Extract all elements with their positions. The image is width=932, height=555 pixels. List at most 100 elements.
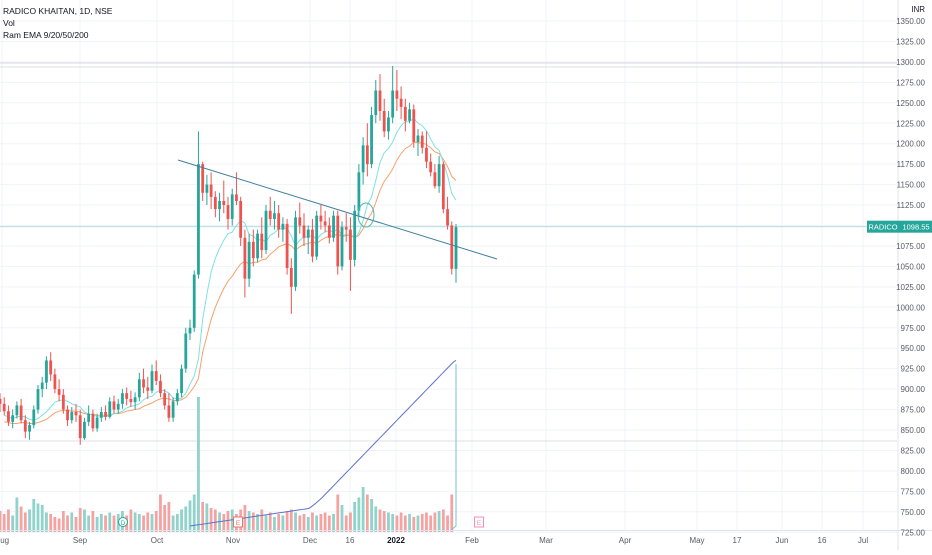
time-axis-label: Feb [465,536,479,545]
volume-bar [374,506,378,532]
volume-bar [408,514,411,532]
volume-bar [399,512,403,532]
price-axis-tick: 1225.00 [896,119,925,128]
candle-body [70,412,74,421]
last-price-tag-value: 1098.55 [902,223,929,232]
candle-body [256,233,259,259]
ema-fast-line [4,117,457,421]
volume-bar [251,512,255,532]
volume-bar [420,514,424,532]
candle-body [28,425,31,432]
volume-bar [171,515,175,532]
symbol-price-tag-bg [867,220,900,233]
candle-body [425,147,428,162]
volume-bar [159,494,162,532]
candle-body [391,90,395,118]
obv-drop-line [449,364,457,532]
candle-body [349,229,352,260]
volume-bar [416,515,420,532]
candle-body [36,389,40,410]
candle-body [332,215,335,238]
volume-bar [395,515,399,532]
volume-bar [40,505,44,532]
volume-bar [230,509,234,532]
candle-body [289,268,293,287]
volume-bar [285,511,289,532]
price-axis-tick: 875.00 [901,406,926,415]
volume-bar [188,500,192,532]
volume-bar [268,512,272,532]
volume-bar [0,511,2,532]
volume-bar [222,514,226,532]
volume-bar [180,509,183,532]
candle-body [142,379,145,388]
candle-body [268,210,272,219]
volume-bar [289,509,293,532]
candle-body [387,117,390,132]
candle-body [306,229,310,238]
candle-body [201,164,205,193]
volume-bar [294,512,297,532]
candle-body [167,405,171,418]
volume-bar [19,506,23,532]
time-axis-label: Oct [151,536,164,545]
volume-bar [365,494,369,532]
highlight-circle[interactable] [357,202,375,228]
candle-body [323,221,327,226]
candle-body [197,164,200,275]
candle-body [441,164,445,210]
candle-body [218,200,221,210]
candle-body [408,109,411,121]
candle-body [66,409,69,421]
candle-body [146,387,150,391]
time-axis-label: 2022 [387,536,405,545]
candle-body [319,215,323,222]
volume-bar [247,511,251,532]
volume-bar [150,514,154,532]
volume-bar [264,515,268,532]
volume-bar [336,494,340,532]
time-axis-label: Aug [0,536,9,545]
earnings-marker-icon[interactable] [233,516,243,528]
candle-body [344,227,348,230]
price-axis-tick: 725.00 [901,528,926,537]
price-axis-tick: 950.00 [901,344,926,353]
candle-body [133,397,137,403]
time-axis-label: Mar [539,536,553,545]
dividend-marker-icon[interactable] [118,517,128,527]
candle-body [53,374,57,390]
candle-body [23,420,27,432]
volume-bar [15,497,19,532]
volume-bar [226,511,230,532]
candle-body [416,135,420,143]
candle-body [281,223,285,230]
earnings-marker-icon[interactable] [474,516,484,528]
volume-bar [349,512,352,532]
volume-bar [146,512,150,532]
price-axis-tick: 1150.00 [897,181,926,190]
volume-bar [273,517,276,532]
volume-bar [357,497,361,532]
volume-bar [425,512,428,532]
volume-bar [184,506,188,532]
candle-body [150,371,154,391]
earnings-marker-label: E [477,520,482,527]
volume-bar [95,517,99,532]
time-axis-label: 16 [346,536,355,545]
candle-body [159,380,162,394]
volume-bar [441,509,445,532]
price-axis-tick: 1250.00 [896,99,925,108]
price-axis-tick: 825.00 [901,446,926,455]
candle-body [336,215,340,267]
time-axis-label: Apr [619,536,632,545]
trendline[interactable] [177,159,498,260]
candle-body [175,393,179,402]
volume-bar [370,499,373,532]
volume-bar [129,509,133,532]
last-price-tag-bg [900,220,932,233]
volume-bar [78,508,82,532]
candle-body [226,205,230,219]
candle-body [137,379,141,398]
